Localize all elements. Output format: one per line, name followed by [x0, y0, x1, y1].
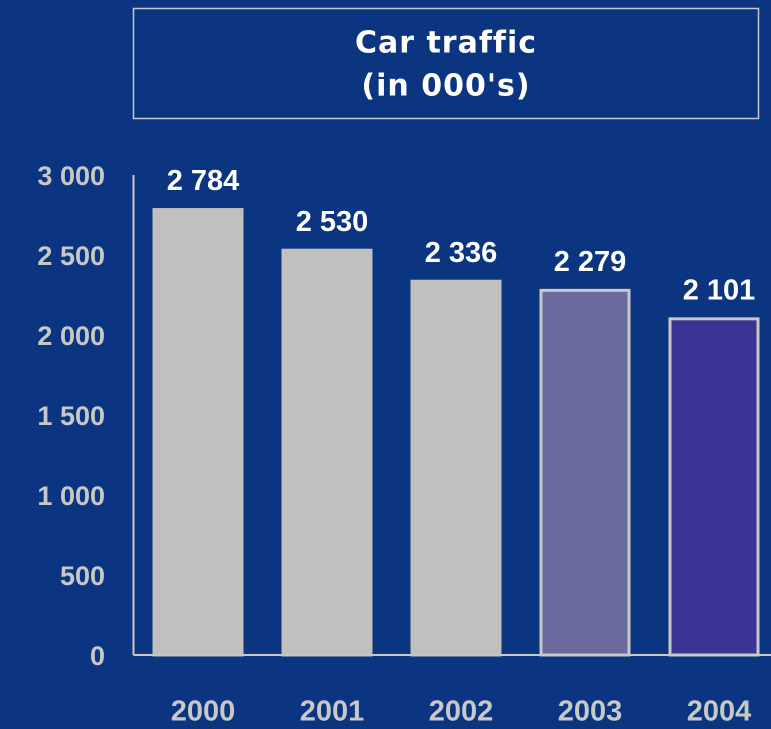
y-tick-label: 500: [60, 561, 105, 591]
bar: [281, 248, 373, 657]
bar: [410, 279, 502, 657]
x-tick-label: 2001: [300, 696, 365, 728]
value-label: 2 279: [554, 246, 627, 278]
value-label: 2 530: [296, 206, 369, 238]
y-tick-label: 2 500: [37, 241, 105, 271]
chart-title: Car traffic: [355, 26, 537, 61]
x-tick-label: 2002: [429, 696, 494, 728]
title-box: [132, 7, 760, 120]
x-tick-label: 2003: [558, 696, 623, 728]
y-tick-label: 3 000: [37, 161, 105, 191]
y-tick-label: 2 000: [37, 321, 105, 351]
value-label: 2 101: [683, 274, 756, 306]
y-tick-label: 1 500: [37, 401, 105, 431]
value-label: 2 784: [167, 165, 240, 197]
y-tick-label: 1 000: [37, 481, 105, 511]
bar: [539, 288, 631, 657]
y-tick-label: 0: [90, 641, 105, 671]
value-label: 2 336: [425, 237, 498, 269]
bar: [152, 208, 244, 657]
x-tick-label: 2000: [171, 696, 236, 728]
x-tick-label: 2004: [687, 696, 752, 728]
bar: [668, 317, 760, 657]
chart-title: (in 000's): [361, 69, 530, 104]
